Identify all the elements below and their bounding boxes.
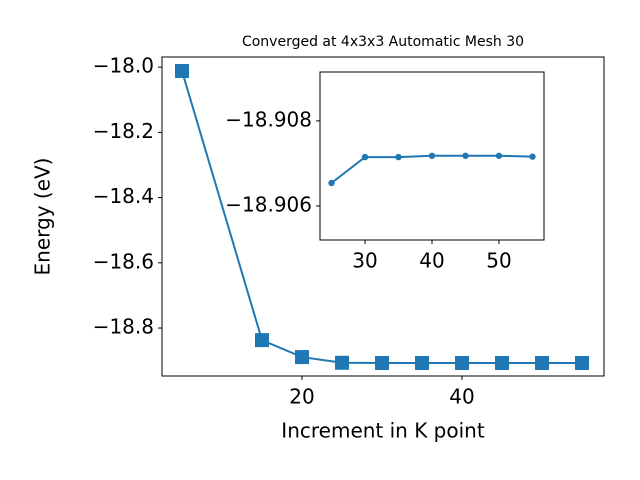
marker [175,64,189,79]
x-tick-label: 20 [289,385,314,409]
y-tick-label: −18.908 [225,107,312,131]
marker [535,356,549,371]
marker [575,356,589,371]
y-tick-label: −18.6 [93,249,154,273]
marker [295,350,309,365]
x-axis-label: Increment in K point [281,419,485,443]
x-tick-label: 50 [486,249,511,273]
marker [415,356,429,371]
marker [335,355,349,370]
x-tick-label: 40 [449,385,474,409]
marker [328,179,335,187]
y-tick-label: −18.2 [93,119,154,143]
marker [529,153,536,160]
marker [462,152,469,159]
y-tick-label: −18.4 [93,184,154,208]
marker [495,152,503,159]
marker [495,356,509,371]
marker [361,153,369,161]
y-tick-label: −18.906 [225,192,312,216]
marker [375,356,389,371]
y-axis-label: Energy (eV) [31,158,55,276]
marker [395,153,402,161]
marker [255,333,269,348]
x-tick-label: 30 [352,249,377,273]
marker [428,152,436,159]
series-line [181,70,582,365]
y-tick-label: −18.0 [93,54,154,78]
y-tick-label: −18.8 [93,315,154,339]
x-tick-label: 40 [419,249,444,273]
chart-title: Converged at 4x3x3 Automatic Mesh 30 [242,34,524,50]
marker [455,356,469,371]
